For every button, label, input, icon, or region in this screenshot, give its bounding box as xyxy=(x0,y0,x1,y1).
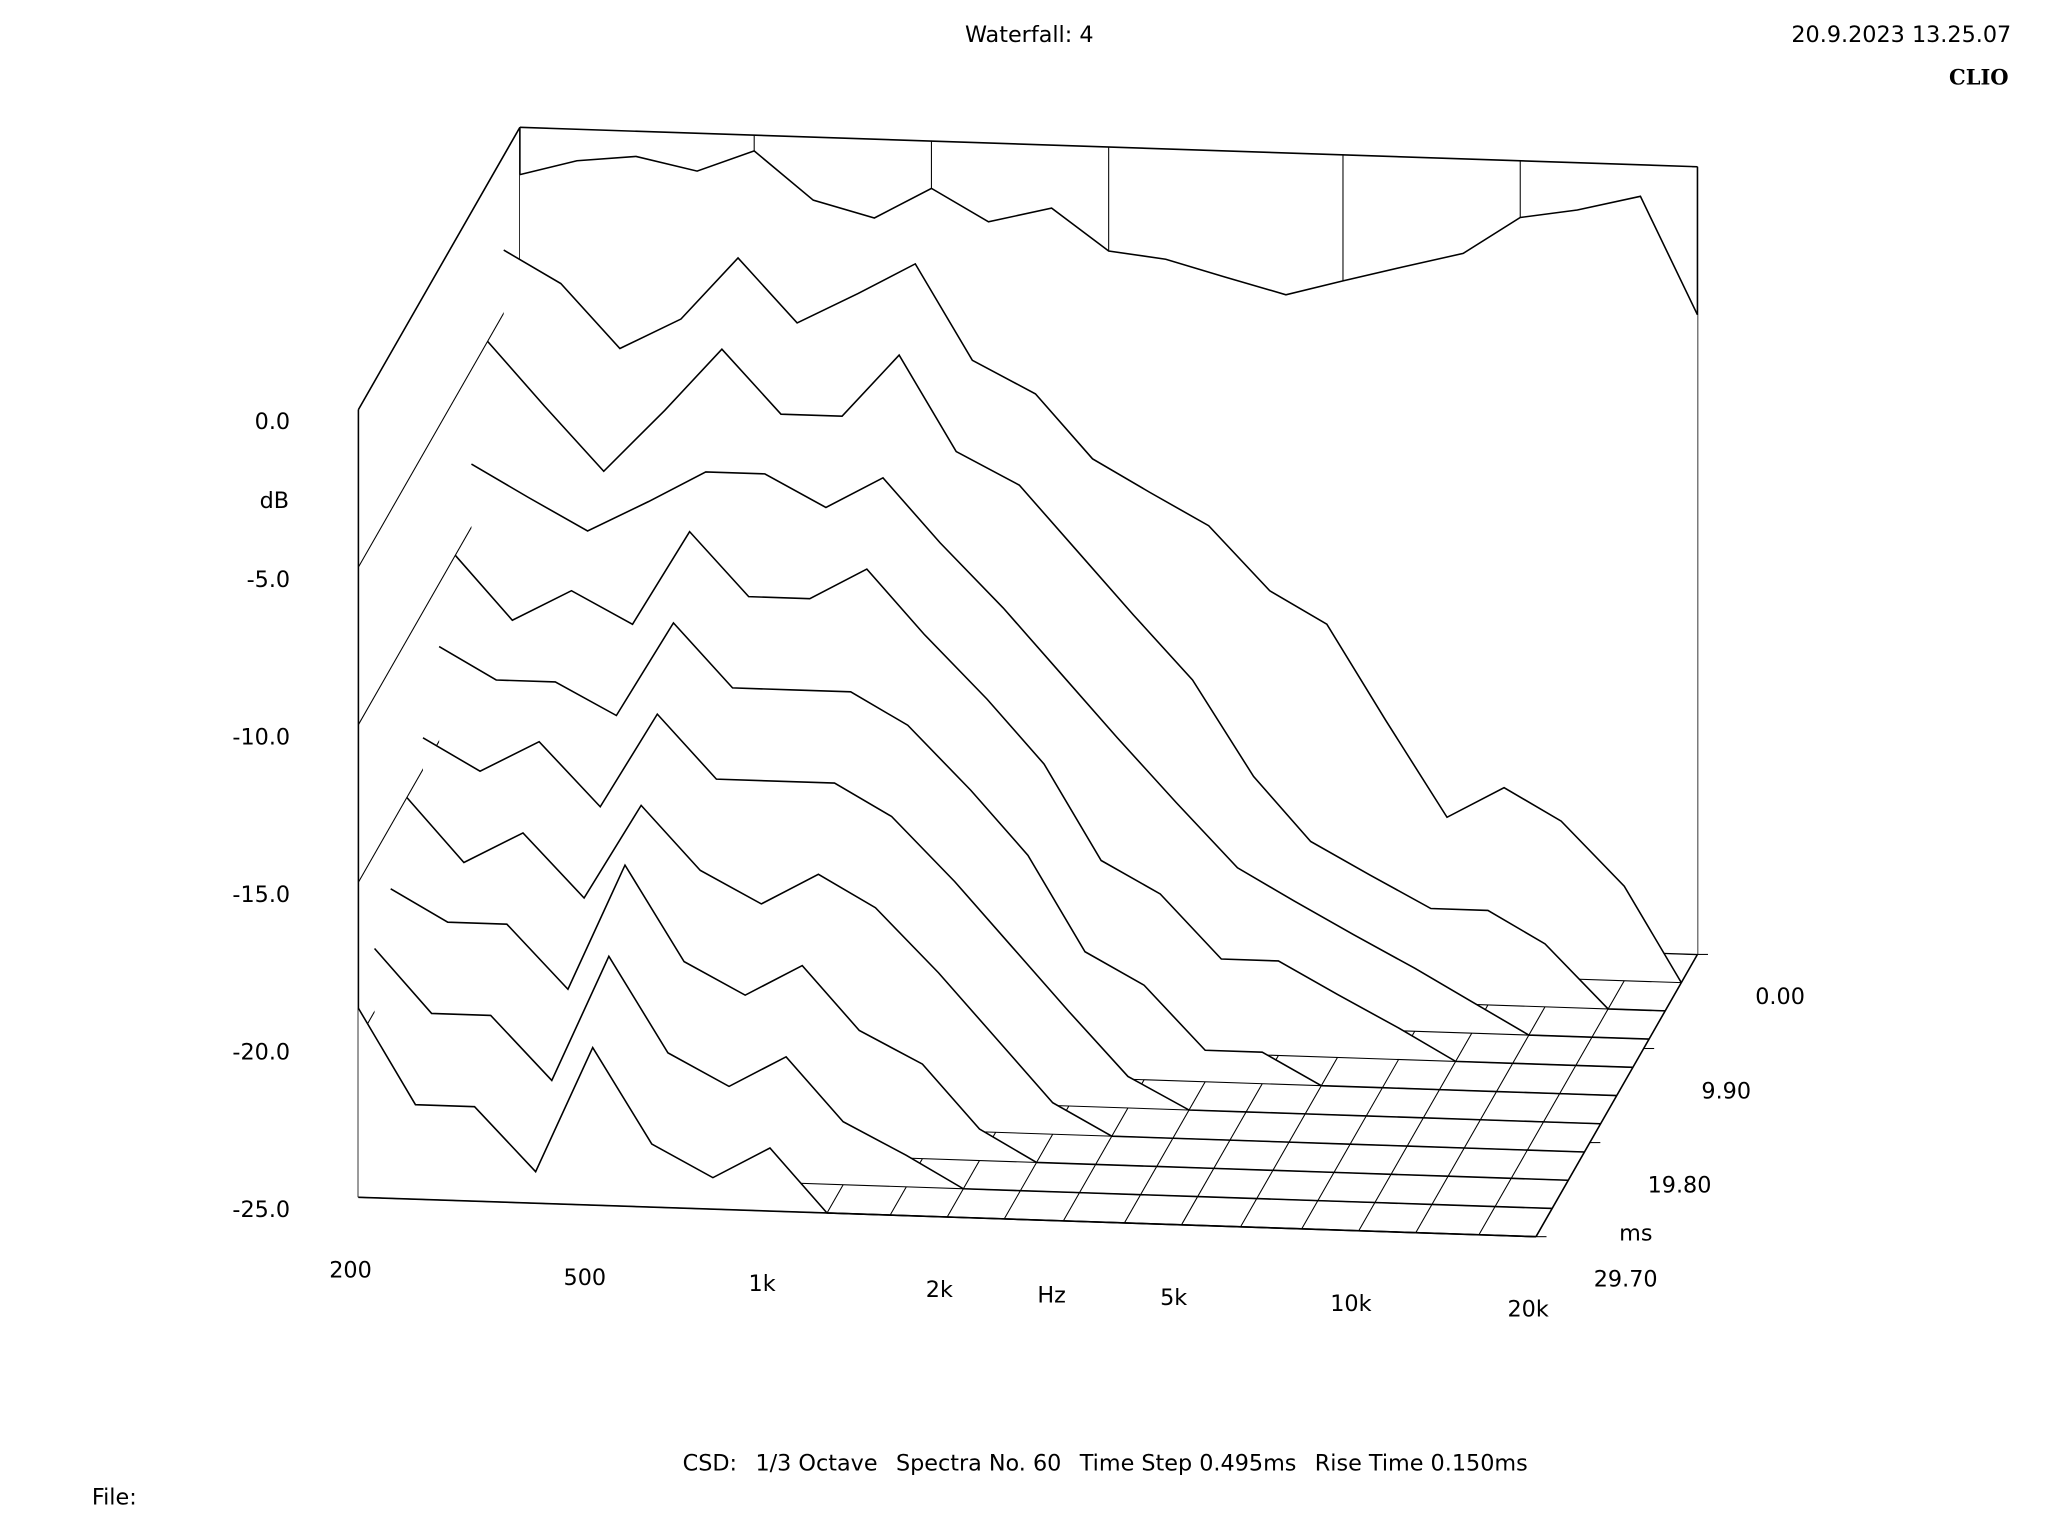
y-tick-label: 0.0 xyxy=(255,409,290,435)
spectrum-line xyxy=(503,249,1683,984)
spectrum-line xyxy=(373,947,1553,1210)
footer-text: CSD: xyxy=(683,1450,737,1476)
y-axis-label: dB xyxy=(260,488,289,514)
z-tick-label: 29.70 xyxy=(1594,1267,1658,1293)
z-axis-label: ms xyxy=(1619,1221,1652,1247)
footer-text: Spectra No. 60 xyxy=(896,1450,1061,1476)
x-tick-label: 1k xyxy=(749,1271,776,1297)
grid-line xyxy=(357,127,521,410)
brand: CLIO xyxy=(1949,64,2009,89)
z-tick-label: 0.00 xyxy=(1755,984,1805,1010)
footer-text: Time Step 0.495ms xyxy=(1079,1450,1297,1476)
chart-title: Waterfall: 4 xyxy=(965,22,1094,48)
spectrum-line xyxy=(406,797,1585,1153)
frame-edge xyxy=(1535,954,1699,1238)
y-tick-label: -5.0 xyxy=(247,567,291,593)
y-tick-label: -25.0 xyxy=(232,1197,290,1223)
spectrum-line xyxy=(438,621,1617,1097)
x-tick-label: 20k xyxy=(1507,1297,1548,1323)
z-tick-label: 9.90 xyxy=(1701,1078,1751,1104)
spectrum-line xyxy=(390,863,1569,1182)
x-tick-label: 500 xyxy=(564,1265,607,1291)
y-tick-label: -15.0 xyxy=(232,882,290,908)
spectrum-line xyxy=(422,712,1601,1125)
footer-text: Rise Time 0.150ms xyxy=(1315,1450,1528,1476)
spectrum-line xyxy=(454,530,1633,1069)
footer-text: 1/3 Octave xyxy=(755,1450,877,1476)
curve-mask xyxy=(358,1008,1536,1237)
file-label: File: xyxy=(92,1484,137,1510)
grid-line xyxy=(357,284,521,568)
x-tick-label: 5k xyxy=(1160,1285,1187,1311)
timestamp: 20.9.2023 13.25.07 xyxy=(1791,22,2011,48)
x-tick-label: 2k xyxy=(926,1277,953,1303)
curve-mask xyxy=(374,948,1553,1209)
x-tick-label: 10k xyxy=(1330,1291,1371,1317)
z-tick-label: 19.80 xyxy=(1648,1172,1712,1198)
y-tick-label: -10.0 xyxy=(232,724,290,750)
spectrum-line xyxy=(486,340,1666,1012)
y-tick-label: -20.0 xyxy=(232,1039,290,1065)
x-axis-label: Hz xyxy=(1037,1282,1065,1308)
spectrum-line xyxy=(519,150,1699,316)
frame-edge xyxy=(358,1196,1537,1238)
x-tick-label: 200 xyxy=(329,1257,372,1283)
spectrum-line xyxy=(471,463,1650,1040)
